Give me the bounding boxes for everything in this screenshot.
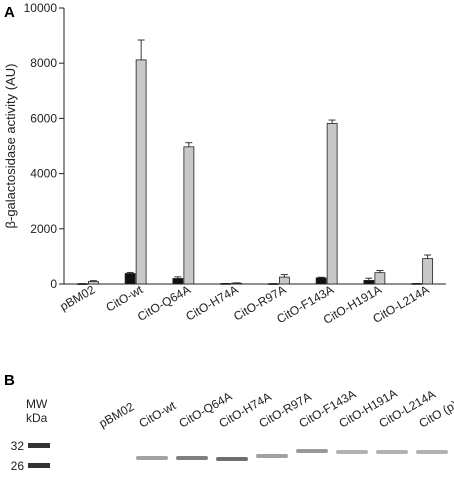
bar-0-2 <box>172 278 184 285</box>
lane-band-2 <box>176 456 208 460</box>
lane-band-1 <box>136 456 168 460</box>
x-tick-label-2: CitO-Q64A <box>135 282 193 323</box>
bar-0-6 <box>363 280 375 285</box>
y-axis-label: β-galactosidase activity (AU) <box>3 64 18 229</box>
panel-b-letter: B <box>4 372 15 389</box>
bar-1-5 <box>326 122 338 285</box>
y-tick-label-5: 10000 <box>24 1 58 15</box>
bar-1-1 <box>135 59 147 285</box>
marker-band-1 <box>28 463 50 468</box>
marker-label-0: 32 <box>11 439 25 453</box>
y-tick-label-3: 6000 <box>30 111 57 125</box>
y-tick-label-0: 0 <box>50 277 57 291</box>
bar-0-1 <box>124 273 136 285</box>
lane-band-4 <box>256 454 288 458</box>
bar-1-7 <box>422 258 434 285</box>
lane-band-7 <box>376 450 408 454</box>
bar-0-5 <box>315 277 327 285</box>
marker-label-1: 26 <box>11 459 25 473</box>
lane-band-8 <box>416 450 448 454</box>
y-tick-label-4: 8000 <box>30 56 57 70</box>
lane-band-3 <box>216 457 248 461</box>
y-tick-label-2: 4000 <box>30 167 57 181</box>
lane-band-6 <box>336 450 368 454</box>
x-tick-label-3: CitO-H74A <box>183 282 240 323</box>
y-tick-label-1: 2000 <box>30 222 57 236</box>
kda-label: kDa <box>26 411 48 425</box>
lane-band-5 <box>296 449 328 453</box>
bar-1-2 <box>183 146 195 285</box>
lane-label-1: CitO-wt <box>137 398 179 430</box>
lane-label-0: pBM02 <box>97 399 137 430</box>
marker-band-0 <box>28 443 50 448</box>
mw-label: MW <box>26 397 48 411</box>
x-tick-label-0: pBM02 <box>57 282 97 313</box>
panel-a-letter: A <box>4 4 15 21</box>
